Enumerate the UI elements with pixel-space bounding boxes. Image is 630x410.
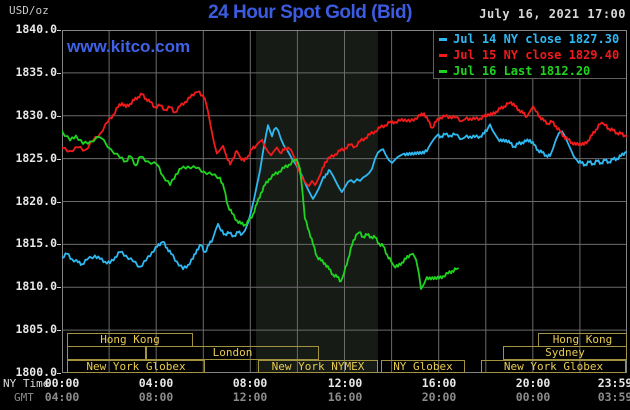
market-session-box: Sydney <box>503 346 627 360</box>
price-line-series-2 <box>62 130 459 290</box>
y-axis-tick-mark <box>57 373 61 374</box>
legend-label: Jul 16 Last 1812.20 <box>453 64 591 78</box>
market-session-box: Hong Kong <box>67 333 193 347</box>
x-axis-gmt-label: 04:00 <box>44 390 80 404</box>
market-session-box: New York NYMEX <box>258 360 378 373</box>
jul14-line-swatch-icon <box>439 38 447 41</box>
legend-item-jul15: Jul 15 NY close 1829.40 <box>439 47 626 63</box>
market-session-box: Hong Kong <box>538 333 627 347</box>
x-axis-ny-time-label: 16:00 <box>421 376 457 390</box>
y-axis-tick-label: 1815.0 <box>15 236 57 250</box>
y-axis-tick-label: 1840.0 <box>15 22 57 36</box>
market-session-box: New York Globex <box>67 360 205 373</box>
jul16-line-swatch-icon <box>439 70 447 73</box>
legend-label: Jul 15 NY close 1829.40 <box>453 48 620 62</box>
y-axis-tick-mark <box>57 202 61 203</box>
y-axis-tick-mark <box>57 73 61 74</box>
chart-datetime: July 16, 2021 17:00 <box>479 7 626 21</box>
y-axis-tick-label: 1835.0 <box>15 65 57 79</box>
market-session-box: New York Globex <box>481 360 626 373</box>
x-axis-ny-time-label: 04:00 <box>138 376 174 390</box>
y-axis-tick-label: 1810.0 <box>15 279 57 293</box>
x-axis-gmt-label: 08:00 <box>138 390 174 404</box>
y-axis-tick-mark <box>57 244 61 245</box>
x-axis-gmt-label: 03:59 <box>597 390 630 404</box>
y-axis-tick-label: 1825.0 <box>15 151 57 165</box>
market-session-box: NY Globex <box>381 360 465 373</box>
legend-label: Jul 14 NY close 1827.30 <box>453 32 620 46</box>
price-chart-plot <box>62 30 627 373</box>
y-axis-tick-mark <box>57 30 61 31</box>
y-axis-tick-label: 1830.0 <box>15 108 57 122</box>
price-line-series-1 <box>62 90 627 188</box>
ny-time-axis-label: NY Time <box>3 377 50 390</box>
legend-item-jul16: Jul 16 Last 1812.20 <box>439 63 626 79</box>
y-axis-tick-mark <box>57 159 61 160</box>
chart-title: 24 Hour Spot Gold (Bid) <box>208 2 412 23</box>
x-axis-ny-time-label: 00:00 <box>44 376 80 390</box>
y-axis-tick-label: 1820.0 <box>15 194 57 208</box>
x-axis-gmt-label: 16:00 <box>327 390 363 404</box>
legend-item-jul14: Jul 14 NY close 1827.30 <box>439 31 626 47</box>
x-axis-gmt-label: 00:00 <box>515 390 551 404</box>
x-axis-ny-time-label: 20:00 <box>515 376 551 390</box>
x-axis-ny-time-label: 23:59 <box>597 376 630 390</box>
y-axis-tick-label: 1800.0 <box>15 365 57 379</box>
kitco-watermark-link[interactable]: www.kitco.com <box>67 37 191 56</box>
jul15-line-swatch-icon <box>439 54 447 57</box>
gmt-axis-label: GMT <box>14 391 34 404</box>
x-axis-ny-time-label: 12:00 <box>327 376 363 390</box>
chart-legend: Jul 14 NY close 1827.30 Jul 15 NY close … <box>433 31 626 79</box>
market-session-box: London <box>146 346 319 360</box>
price-line-series-0 <box>62 123 627 271</box>
y-axis-tick-mark <box>57 287 61 288</box>
x-axis-gmt-label: 20:00 <box>421 390 457 404</box>
y-axis-tick-mark <box>57 330 61 331</box>
market-session-box <box>67 346 146 360</box>
x-axis-gmt-label: 12:00 <box>232 390 268 404</box>
y-axis-tick-mark <box>57 116 61 117</box>
x-axis-ny-time-label: 08:00 <box>232 376 268 390</box>
y-axis-tick-label: 1805.0 <box>15 322 57 336</box>
y-axis-unit-label: USD/oz <box>9 4 49 17</box>
